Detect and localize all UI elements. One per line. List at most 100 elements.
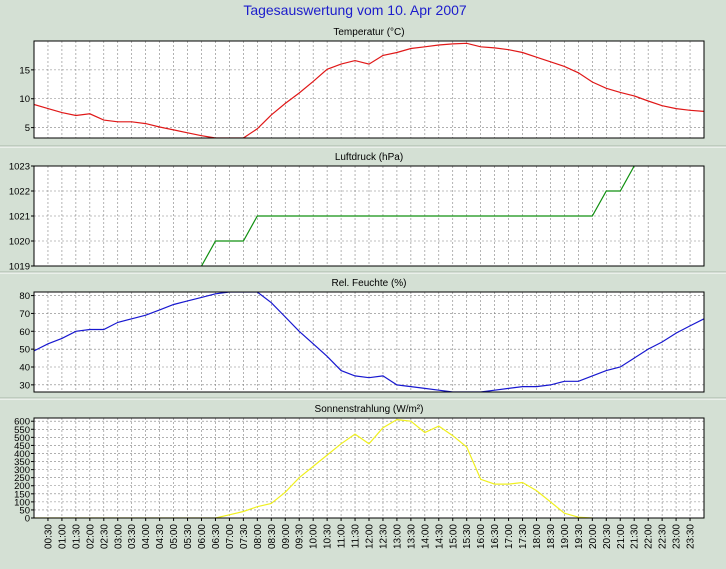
x-tick-label: 04:30 <box>155 524 166 549</box>
x-tick-label: 05:00 <box>169 524 180 549</box>
data-point <box>173 129 175 131</box>
chart-title: Temperatur (°C) <box>333 27 404 38</box>
y-tick-label: 60 <box>19 327 30 338</box>
data-point <box>340 443 342 445</box>
x-tick-label: 05:30 <box>183 524 194 549</box>
x-tick-label: 02:30 <box>99 524 110 549</box>
plot-frame <box>33 291 705 393</box>
x-tick-label: 22:30 <box>658 524 669 549</box>
chart-title: Rel. Feuchte (%) <box>331 278 406 289</box>
x-tick-label: 23:00 <box>672 524 683 549</box>
data-point <box>284 103 286 105</box>
x-tick-label: 22:00 <box>644 524 655 549</box>
x-tick-label: 13:00 <box>392 524 403 549</box>
data-point <box>229 514 231 516</box>
data-point <box>229 240 231 242</box>
data-point <box>298 92 300 94</box>
data-point <box>284 491 286 493</box>
y-tick-label: 450 <box>14 441 30 452</box>
data-point <box>243 511 245 513</box>
data-point <box>522 386 524 388</box>
y-tick-label: 300 <box>14 465 30 476</box>
data-point <box>522 482 524 484</box>
data-point <box>117 322 119 324</box>
x-tick-label: 14:30 <box>434 524 445 549</box>
x-tick-label: 08:00 <box>253 524 264 549</box>
data-line-temperature <box>34 42 704 138</box>
x-tick-label: 19:30 <box>574 524 585 549</box>
data-point <box>633 95 635 97</box>
data-point <box>592 215 594 217</box>
data-point <box>578 72 580 74</box>
data-point <box>396 419 398 421</box>
x-tick-label: 03:30 <box>127 524 138 549</box>
data-point <box>312 466 314 468</box>
data-point <box>131 121 133 123</box>
y-tick-label: 10 <box>19 94 30 105</box>
data-point <box>522 52 524 54</box>
chart-panel-4: Sonnenstrahlung (W/m²) 050100150200250300… <box>14 404 705 525</box>
data-point <box>298 477 300 479</box>
data-point <box>243 240 245 242</box>
x-tick-label: 01:00 <box>57 524 68 549</box>
data-point <box>257 506 259 508</box>
data-point <box>592 375 594 377</box>
y-tick-label: 40 <box>19 363 30 374</box>
data-point <box>494 47 496 49</box>
x-tick-label: 11:00 <box>337 524 348 549</box>
data-point <box>270 302 272 304</box>
data-point <box>354 375 356 377</box>
y-tick-label: 80 <box>19 291 30 302</box>
y-tick-label: 100 <box>14 497 30 508</box>
x-tick-label: 17:00 <box>504 524 515 549</box>
chart-panel-3: Rel. Feuchte (%) 30 40 50 60 70 80 <box>19 278 705 393</box>
data-point <box>47 108 49 110</box>
data-point <box>312 343 314 345</box>
chart-title: Luftdruck (hPa) <box>335 152 403 163</box>
data-point <box>550 384 552 386</box>
x-tick-label: 12:00 <box>365 524 376 549</box>
data-point <box>215 240 217 242</box>
data-point <box>326 454 328 456</box>
x-tick-label: 10:00 <box>309 524 320 549</box>
data-point <box>536 490 538 492</box>
data-point <box>270 114 272 116</box>
data-point <box>536 386 538 388</box>
data-point <box>159 309 161 311</box>
x-tick-label: 21:00 <box>616 524 627 549</box>
data-point <box>368 443 370 445</box>
data-point <box>61 338 63 340</box>
data-point <box>410 386 412 388</box>
data-point <box>619 190 621 192</box>
data-point <box>508 49 510 51</box>
data-point <box>117 121 119 123</box>
data-line-humidity <box>34 292 704 392</box>
y-tick-label: 1022 <box>9 187 30 198</box>
data-point <box>536 56 538 58</box>
data-point <box>550 61 552 63</box>
y-tick-label: 0 <box>25 514 30 525</box>
data-point <box>75 115 77 117</box>
y-tick-label: 50 <box>19 505 30 516</box>
x-tick-label: 20:30 <box>602 524 613 549</box>
data-point <box>466 43 468 45</box>
x-tick-label: 08:30 <box>267 524 278 549</box>
x-tick-label: 14:00 <box>420 524 431 549</box>
data-point <box>284 316 286 318</box>
data-point <box>466 446 468 448</box>
data-point <box>424 46 426 48</box>
data-point <box>605 88 607 90</box>
x-tick-label: 02:00 <box>85 524 96 549</box>
data-point <box>564 66 566 68</box>
x-tick-label: 06:30 <box>211 524 222 549</box>
y-tick-label: 1023 <box>9 162 30 173</box>
data-point <box>326 355 328 357</box>
data-line-pressure <box>200 166 635 266</box>
data-point <box>103 119 105 121</box>
data-point <box>215 293 217 295</box>
data-point <box>452 43 454 45</box>
data-point <box>173 304 175 306</box>
data-point <box>382 427 384 429</box>
